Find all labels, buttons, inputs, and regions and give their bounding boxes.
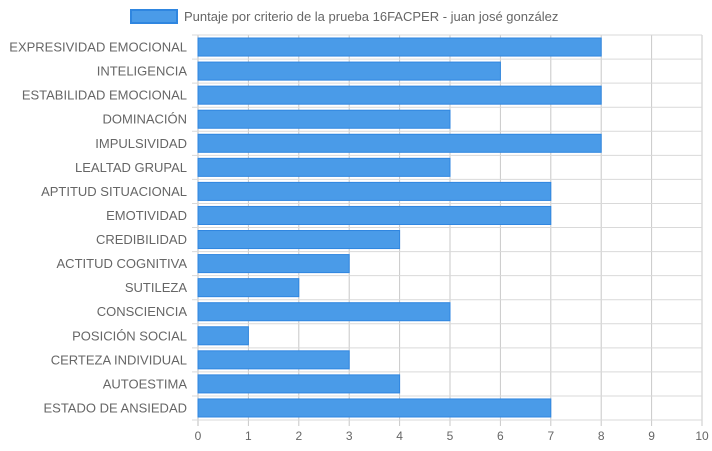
category-label: CONSCIENCIA xyxy=(97,304,188,319)
bar[interactable] xyxy=(197,350,350,370)
x-tick-label: 10 xyxy=(695,429,709,443)
category-label: LEALTAD GRUPAL xyxy=(75,160,187,175)
category-label: ACTITUD COGNITIVA xyxy=(57,256,188,271)
bar[interactable] xyxy=(197,181,552,201)
bar[interactable] xyxy=(197,157,451,177)
category-label: APTITUD SITUACIONAL xyxy=(41,184,187,199)
category-label: IMPULSIVIDAD xyxy=(95,136,187,151)
x-tick-label: 5 xyxy=(447,429,454,443)
legend-label: Puntaje por criterio de la prueba 16FACP… xyxy=(184,9,558,24)
bar[interactable] xyxy=(197,302,451,322)
bar[interactable] xyxy=(197,326,249,346)
category-label: EMOTIVIDAD xyxy=(106,208,187,223)
x-tick-label: 4 xyxy=(396,429,403,443)
category-label: ESTADO DE ANSIEDAD xyxy=(43,400,187,415)
bar[interactable] xyxy=(197,205,552,225)
bar[interactable] xyxy=(197,374,401,394)
category-label: POSICIÓN SOCIAL xyxy=(72,328,187,343)
x-tick-label: 6 xyxy=(497,429,504,443)
bar[interactable] xyxy=(197,85,602,105)
legend-swatch xyxy=(130,9,178,24)
category-label: SUTILEZA xyxy=(125,280,187,295)
x-tick-label: 7 xyxy=(547,429,554,443)
category-label: AUTOESTIMA xyxy=(103,376,188,391)
x-tick-label: 9 xyxy=(648,429,655,443)
x-axis-ticks: 0 1 2 3 4 5 6 7 8 9 10 xyxy=(195,429,709,443)
category-label: CREDIBILIDAD xyxy=(96,232,187,247)
x-tick-label: 2 xyxy=(295,429,302,443)
bar[interactable] xyxy=(197,254,350,274)
category-label: ESTABILIDAD EMOCIONAL xyxy=(22,88,187,103)
category-label: DOMINACIÓN xyxy=(103,112,188,127)
bar[interactable] xyxy=(197,398,552,418)
bar[interactable] xyxy=(197,133,602,153)
x-tick-label: 8 xyxy=(598,429,605,443)
category-label: INTELIGENCIA xyxy=(97,64,188,79)
legend[interactable]: Puntaje por criterio de la prueba 16FACP… xyxy=(130,9,558,24)
category-labels: EXPRESIVIDAD EMOCIONAL INTELIGENCIA ESTABI… xyxy=(9,40,187,416)
category-label: CERTEZA INDIVIDUAL xyxy=(51,352,187,367)
bar[interactable] xyxy=(197,61,501,81)
bar[interactable] xyxy=(197,37,602,57)
bars xyxy=(197,37,602,418)
x-tick-label: 1 xyxy=(245,429,252,443)
x-tick-label: 0 xyxy=(195,429,202,443)
bar[interactable] xyxy=(197,278,300,298)
bar[interactable] xyxy=(197,230,401,250)
bar[interactable] xyxy=(197,109,451,129)
category-label: EXPRESIVIDAD EMOCIONAL xyxy=(9,40,187,55)
x-tick-label: 3 xyxy=(346,429,353,443)
